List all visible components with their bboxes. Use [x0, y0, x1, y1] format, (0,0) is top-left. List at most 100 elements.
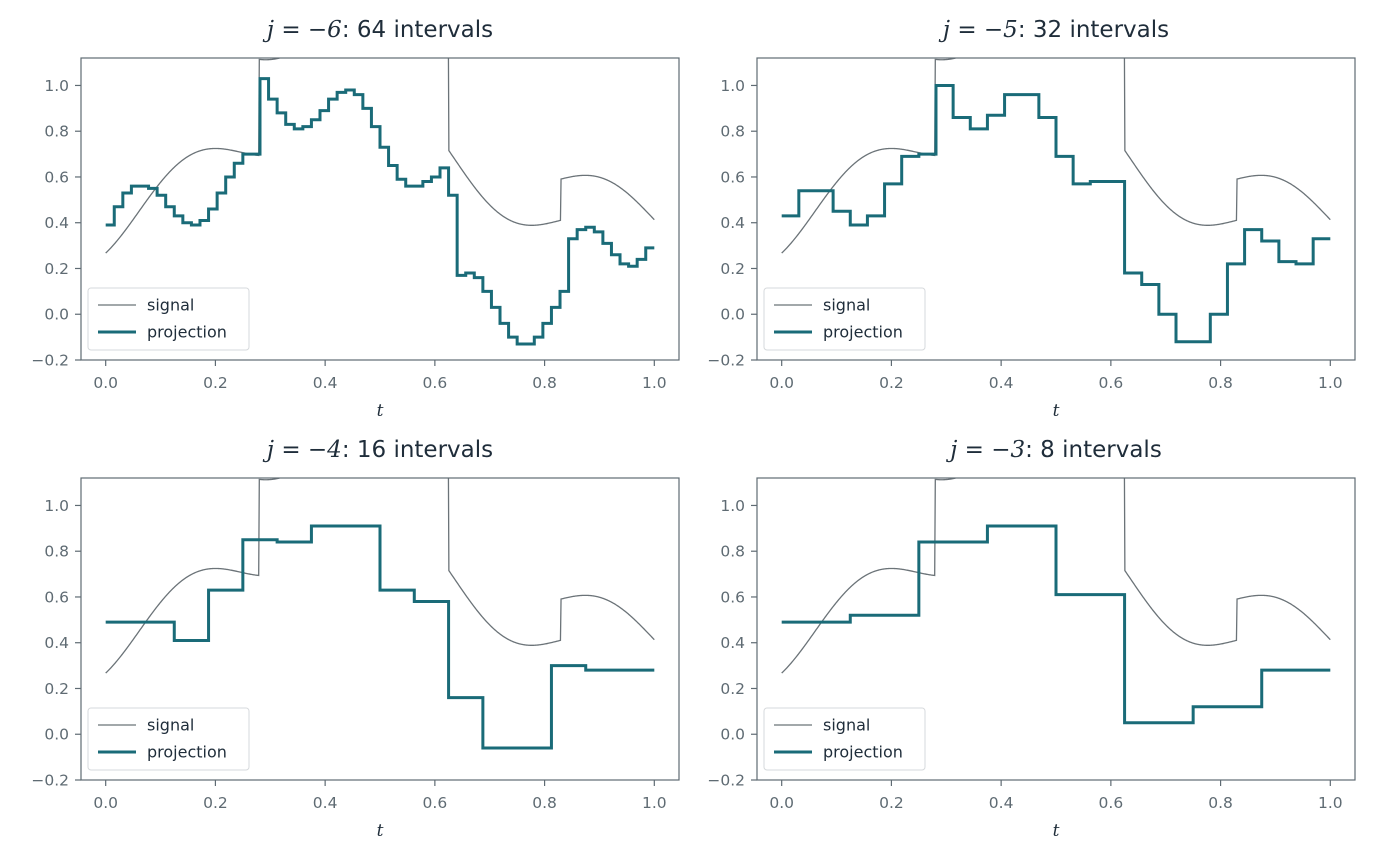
legend: signal projection	[87, 707, 250, 771]
y-tick-label: 0.8	[720, 543, 745, 561]
legend: signal projection	[763, 287, 926, 351]
y-tick-label: 0.0	[44, 726, 69, 744]
x-axis-label: t	[1053, 401, 1060, 421]
y-tick-label: 0.0	[720, 306, 745, 324]
projection-line	[105, 77, 655, 346]
panel-title: j = −4: 16 intervals	[262, 437, 493, 463]
legend-label-projection: projection	[823, 743, 903, 762]
y-tick-label: −0.2	[31, 772, 69, 790]
x-tick-label: 0.4	[313, 374, 338, 392]
title-math: j = −3	[945, 437, 1025, 463]
y-tick-label: 0.0	[720, 726, 745, 744]
x-tick-label: 0.0	[769, 794, 794, 812]
projection-line	[781, 83, 1331, 344]
y-tick-label: 0.8	[44, 123, 69, 141]
y-tick-label: 0.2	[44, 680, 69, 698]
chart-panel-3: 0.0 0.2 0.4 0.6 0.8 1.0 −0.2 0.0 0.2 0.4 0.6 0.8 1.0…	[31, 437, 680, 841]
legend-box	[763, 287, 926, 351]
y-tick-label: 0.4	[44, 214, 69, 232]
signal-line	[781, 58, 1331, 254]
legend: signal projection	[763, 707, 926, 771]
y-tick-label: 0.4	[720, 214, 745, 232]
x-tick-label: 0.6	[1099, 374, 1124, 392]
y-tick-label: 0.4	[720, 634, 745, 652]
title-text: : 64 intervals	[342, 17, 493, 43]
y-tick-label: 1.0	[44, 77, 69, 95]
axes-frame	[756, 57, 1356, 361]
legend-label-projection: projection	[147, 323, 227, 342]
y-tick-label: 0.6	[44, 588, 69, 606]
projection-line	[781, 524, 1331, 725]
x-tick-label: 0.2	[879, 794, 904, 812]
title-math: j = −6	[262, 17, 342, 43]
legend-label-projection: projection	[823, 323, 903, 342]
x-tick-label: 0.2	[203, 794, 228, 812]
x-tick-label: 1.0	[642, 374, 667, 392]
x-tick-label: 1.0	[1318, 374, 1343, 392]
signal-line	[105, 478, 655, 674]
x-tick-label: 0.8	[1208, 794, 1233, 812]
legend: signal projection	[87, 287, 250, 351]
legend-label-signal: signal	[147, 716, 194, 735]
legend-label-signal: signal	[823, 716, 870, 735]
axes-frame	[80, 477, 680, 781]
legend-label-signal: signal	[823, 296, 870, 315]
y-tick-label: 0.0	[44, 306, 69, 324]
y-tick-label: −0.2	[707, 772, 745, 790]
y-tick-label: 1.0	[44, 497, 69, 515]
x-tick-label: 0.6	[1099, 794, 1124, 812]
title-math: j = −5	[938, 17, 1018, 43]
y-tick-label: 0.2	[44, 260, 69, 278]
chart-panel-2: 0.0 0.2 0.4 0.6 0.8 1.0 −0.2 0.0 0.2 0.4 0.6 0.8 1.0…	[707, 17, 1356, 421]
title-math: j = −4	[262, 437, 342, 463]
y-tick-label: 1.0	[720, 497, 745, 515]
signal-line	[781, 478, 1331, 674]
legend-box	[87, 707, 250, 771]
legend-box	[87, 287, 250, 351]
y-tick-label: 0.2	[720, 260, 745, 278]
chart-panel-1: 0.0 0.2 0.4 0.6 0.8 1.0 −0.2 0.0 0.2 0.4 0.6 0.8 1.0…	[31, 17, 680, 421]
legend-label-signal: signal	[147, 296, 194, 315]
x-tick-label: 0.8	[532, 374, 557, 392]
panel-title: j = −3: 8 intervals	[945, 437, 1162, 463]
y-tick-label: −0.2	[707, 352, 745, 370]
y-tick-label: 1.0	[720, 77, 745, 95]
y-tick-label: 0.8	[720, 123, 745, 141]
x-tick-label: 0.0	[93, 794, 118, 812]
x-tick-label: 0.6	[423, 794, 448, 812]
panel-title: j = −6: 64 intervals	[262, 17, 493, 43]
x-tick-label: 0.6	[423, 374, 448, 392]
x-tick-label: 0.4	[989, 794, 1014, 812]
axes-frame	[756, 477, 1356, 781]
title-text: : 16 intervals	[342, 437, 493, 463]
x-tick-label: 0.2	[879, 374, 904, 392]
x-tick-label: 0.0	[93, 374, 118, 392]
x-axis-label: t	[377, 401, 384, 421]
legend-label-projection: projection	[147, 743, 227, 762]
x-tick-label: 0.0	[769, 374, 794, 392]
y-tick-label: −0.2	[31, 352, 69, 370]
x-tick-label: 0.2	[203, 374, 228, 392]
y-tick-label: 0.4	[44, 634, 69, 652]
signal-line	[105, 58, 655, 254]
y-tick-label: 0.6	[720, 168, 745, 186]
x-tick-label: 0.8	[532, 794, 557, 812]
y-tick-label: 0.6	[720, 588, 745, 606]
x-tick-label: 1.0	[1318, 794, 1343, 812]
x-axis-label: t	[1053, 821, 1060, 841]
legend-box	[763, 707, 926, 771]
x-axis-label: t	[377, 821, 384, 841]
x-tick-label: 0.8	[1208, 374, 1233, 392]
chart-panel-4: 0.0 0.2 0.4 0.6 0.8 1.0 −0.2 0.0 0.2 0.4 0.6 0.8 1.0…	[707, 437, 1356, 841]
panel-title: j = −5: 32 intervals	[938, 17, 1169, 43]
x-tick-label: 0.4	[989, 374, 1014, 392]
title-text: : 32 intervals	[1018, 17, 1169, 43]
y-tick-label: 0.8	[44, 543, 69, 561]
y-tick-label: 0.2	[720, 680, 745, 698]
projection-line	[105, 524, 655, 750]
title-text: : 8 intervals	[1025, 437, 1162, 463]
y-tick-label: 0.6	[44, 168, 69, 186]
axes-frame	[80, 57, 680, 361]
x-tick-label: 0.4	[313, 794, 338, 812]
